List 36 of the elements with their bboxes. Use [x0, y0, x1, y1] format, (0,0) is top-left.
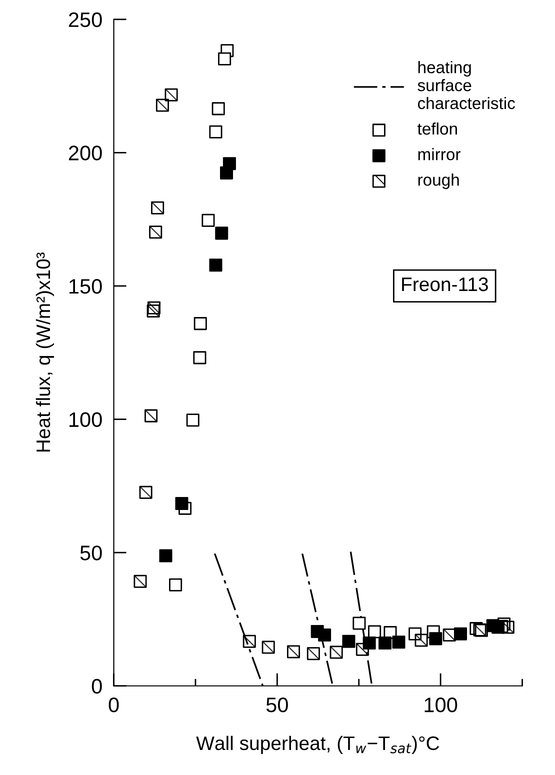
y-tick-label: 200 [68, 146, 102, 160]
point [194, 317, 207, 330]
point [169, 578, 182, 592]
point [159, 549, 172, 562]
point [209, 258, 222, 272]
y-tick-label: 250 [68, 12, 102, 28]
legend-label: mirror [418, 148, 460, 160]
y-tick-label: 50 [80, 546, 102, 560]
point [378, 636, 392, 650]
annotation: Freon-113 [402, 277, 488, 292]
point [392, 636, 406, 649]
legend-label: teflon [418, 122, 457, 135]
point [318, 628, 332, 642]
point [212, 102, 225, 116]
x-tick-label: 100 [424, 698, 458, 712]
point [209, 125, 222, 138]
point [352, 616, 366, 630]
x-tick-label: 0 [108, 698, 119, 712]
point [454, 627, 467, 640]
legend-label: rough [418, 174, 459, 190]
x-tick-label: 50 [266, 698, 288, 712]
point [202, 214, 215, 227]
y-axis-title: Heat flux, q (W/m²)x10³ [36, 252, 54, 452]
legend-label: heating surface characteristic [418, 61, 515, 110]
y-tick-label: 100 [69, 412, 102, 428]
y-tick-label: 150 [69, 278, 102, 294]
point [220, 166, 234, 180]
point [175, 497, 188, 510]
point [215, 226, 228, 240]
x-axis-title: Wall superheat, (T$_{w}$−T$_{sat}$)°C [196, 736, 440, 754]
point [186, 414, 200, 427]
point [429, 632, 442, 646]
point [218, 52, 232, 66]
y-tick-label: 0 [92, 678, 102, 694]
point [193, 351, 206, 364]
point [342, 634, 356, 648]
